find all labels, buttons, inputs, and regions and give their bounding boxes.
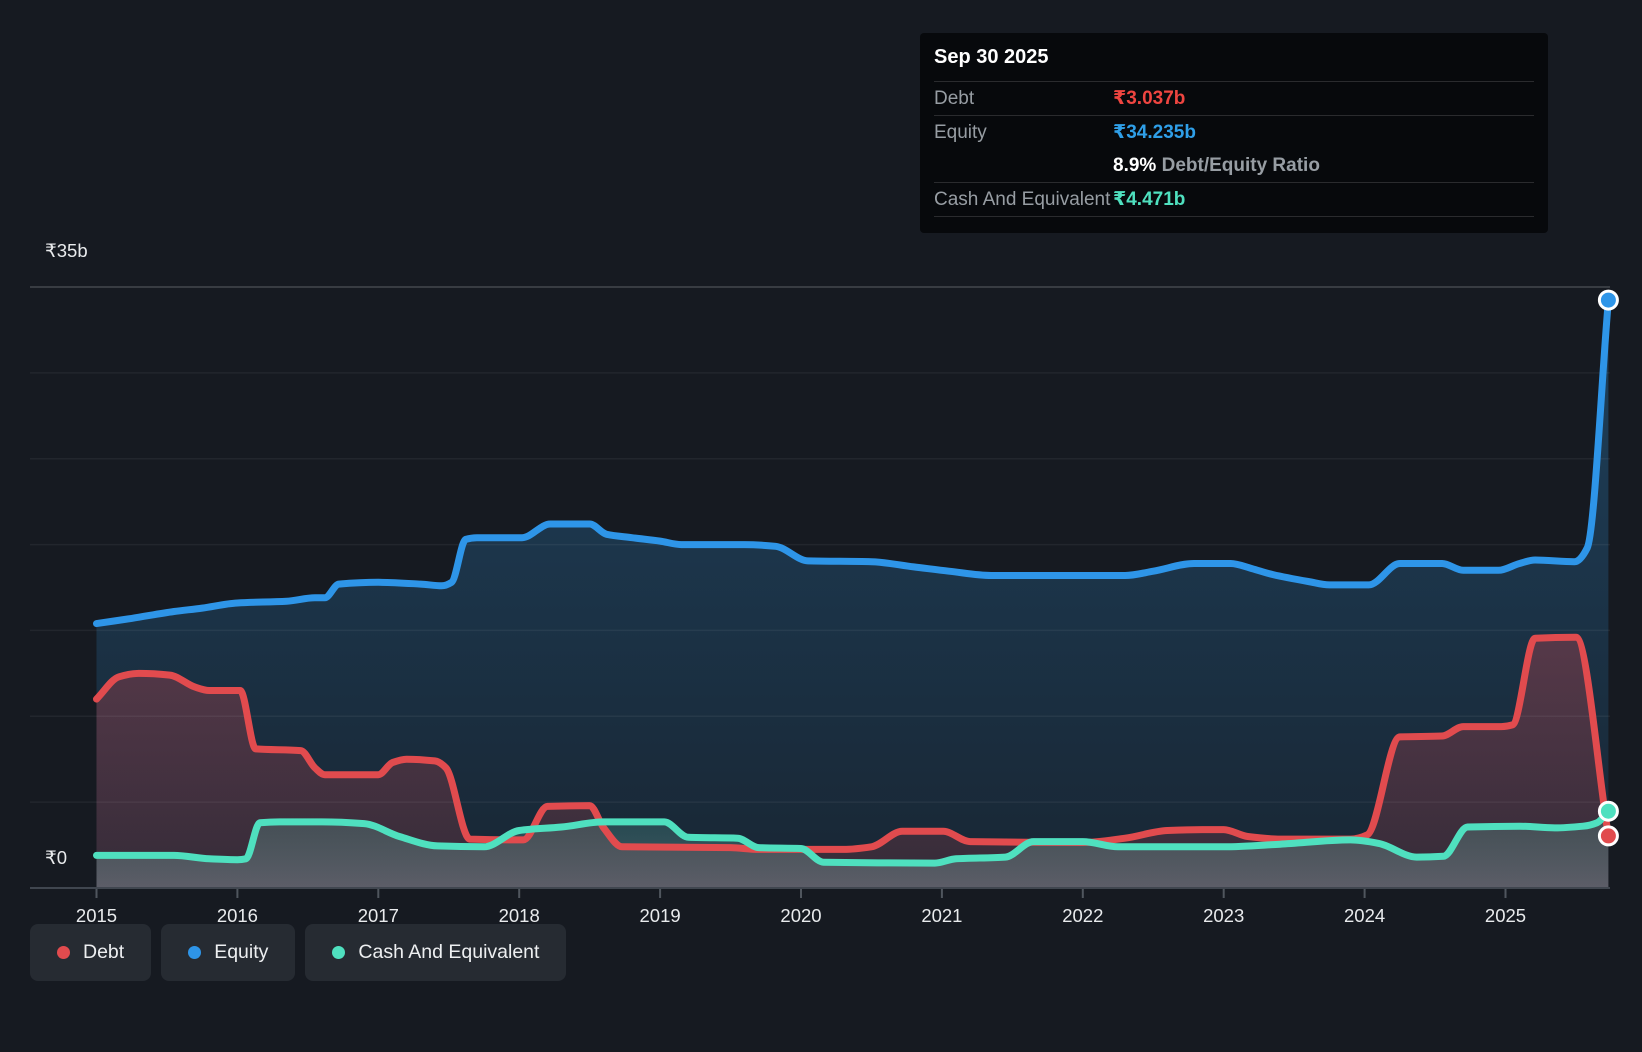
tooltip-row-debt: Debt ₹3.037b <box>934 82 1534 116</box>
x-axis-labels: 2015 2016 2017 2018 2019 2020 2021 2022 2023 2024… <box>76 905 1526 926</box>
debt-legend-dot-icon <box>57 946 70 959</box>
x-axis-label: 2025 <box>1485 905 1526 926</box>
gridlines <box>30 286 1610 898</box>
legend-debt-label: Debt <box>83 941 125 963</box>
x-axis-label: 2015 <box>76 905 117 926</box>
equity-legend-dot-icon <box>188 946 202 959</box>
legend-equity-label: Equity <box>214 941 269 963</box>
y-axis-label-zero: ₹0 <box>45 847 67 868</box>
x-axis-label: 2019 <box>640 905 681 926</box>
tooltip-date: Sep 30 2025 <box>934 33 1534 82</box>
x-axis-label: 2016 <box>217 905 258 926</box>
cash-and-equivalent-area-fill <box>96 811 1609 888</box>
tooltip-equity-label: Equity <box>934 121 987 143</box>
tooltip-ratio-value: 8.9% <box>1113 154 1157 176</box>
x-axis-label: 2021 <box>921 905 962 926</box>
tooltip-cash-label: Cash And Equivalent <box>934 188 1111 210</box>
legend-item-cash[interactable]: Cash And Equivalent <box>305 924 567 981</box>
tooltip-row-cash: Cash And Equivalent ₹4.471b <box>934 183 1534 217</box>
x-axis-label: 2022 <box>1062 905 1103 926</box>
cash-and-equivalent-end-dot <box>1597 800 1619 822</box>
x-axis-label: 2023 <box>1203 905 1244 926</box>
tooltip-equity-value: ₹34.235b <box>1113 122 1196 143</box>
x-axis-label: 2017 <box>358 905 399 926</box>
chart-tooltip: Sep 30 2025 Debt ₹3.037b Equity ₹34.235b… <box>920 33 1548 233</box>
tooltip-row-ratio: 8.9% Debt/Equity Ratio <box>934 149 1534 183</box>
equity-line <box>93 296 1612 628</box>
legend-item-debt[interactable]: Debt <box>30 924 152 981</box>
equity-end-dot <box>1597 289 1619 311</box>
x-axis-label: 2020 <box>780 905 821 926</box>
legend-cash-label: Cash And Equivalent <box>358 941 540 963</box>
tooltip-ratio-label: Debt/Equity Ratio <box>1161 154 1320 176</box>
tooltip-debt-label: Debt <box>934 87 975 109</box>
equity-area-fill <box>96 300 1609 889</box>
tooltip-cash-value: ₹4.471b <box>1113 189 1186 210</box>
x-axis-label: 2018 <box>499 905 540 926</box>
y-axis-label-max: ₹35b <box>45 240 88 261</box>
cash-and-equivalent-line <box>93 807 1612 867</box>
series-end-dots <box>1597 289 1619 847</box>
chart-legend: Debt Equity Cash And Equivalent <box>30 924 567 981</box>
debt-end-dot <box>1597 825 1619 847</box>
legend-item-equity[interactable]: Equity <box>161 924 296 981</box>
tooltip-row-equity: Equity ₹34.235b <box>934 116 1534 149</box>
tooltip-debt-value: ₹3.037b <box>1113 88 1186 109</box>
series-lines <box>93 296 1612 867</box>
tooltip-ratio: 8.9% Debt/Equity Ratio <box>1113 155 1534 177</box>
cash-legend-dot-icon <box>332 946 346 959</box>
x-axis-label: 2024 <box>1344 905 1385 926</box>
